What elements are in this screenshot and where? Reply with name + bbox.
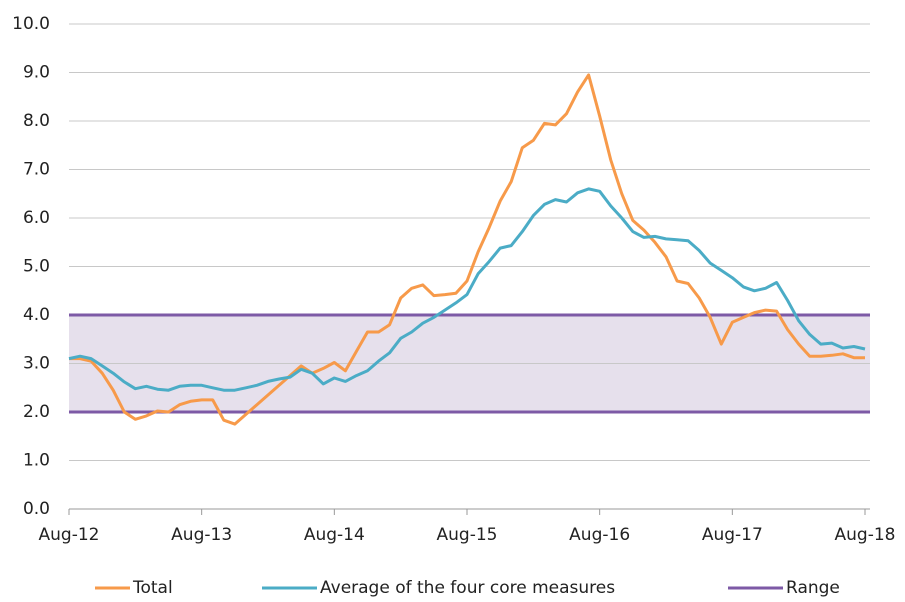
y-tick-label: 4.0	[23, 305, 50, 325]
y-tick-label: 2.0	[23, 402, 50, 422]
y-tick-label: 3.0	[23, 354, 50, 374]
legend-label: Range	[786, 578, 840, 598]
x-tick-label: Aug-13	[171, 525, 232, 545]
x-tick-label: Aug-14	[304, 525, 365, 545]
y-tick-label: 0.0	[23, 499, 50, 519]
series-line	[69, 73, 865, 426]
x-tick-label: Aug-18	[835, 525, 896, 545]
x-tick-label: Aug-15	[437, 525, 498, 545]
x-tick-label: Aug-16	[569, 525, 630, 545]
x-tick-label: Aug-17	[702, 525, 763, 545]
legend-label: Average of the four core measures	[320, 578, 615, 598]
y-tick-label: 5.0	[23, 257, 50, 277]
y-tick-label: 1.0	[23, 451, 50, 471]
y-tick-label: 6.0	[23, 208, 50, 228]
series-line	[68, 187, 866, 392]
y-tick-label: 9.0	[23, 63, 50, 83]
y-tick-label: 10.0	[12, 14, 50, 34]
y-tick-label: 8.0	[23, 111, 50, 131]
y-tick-label: 7.0	[23, 160, 50, 180]
legend-label: Total	[132, 578, 173, 598]
x-tick-label: Aug-12	[39, 525, 100, 545]
